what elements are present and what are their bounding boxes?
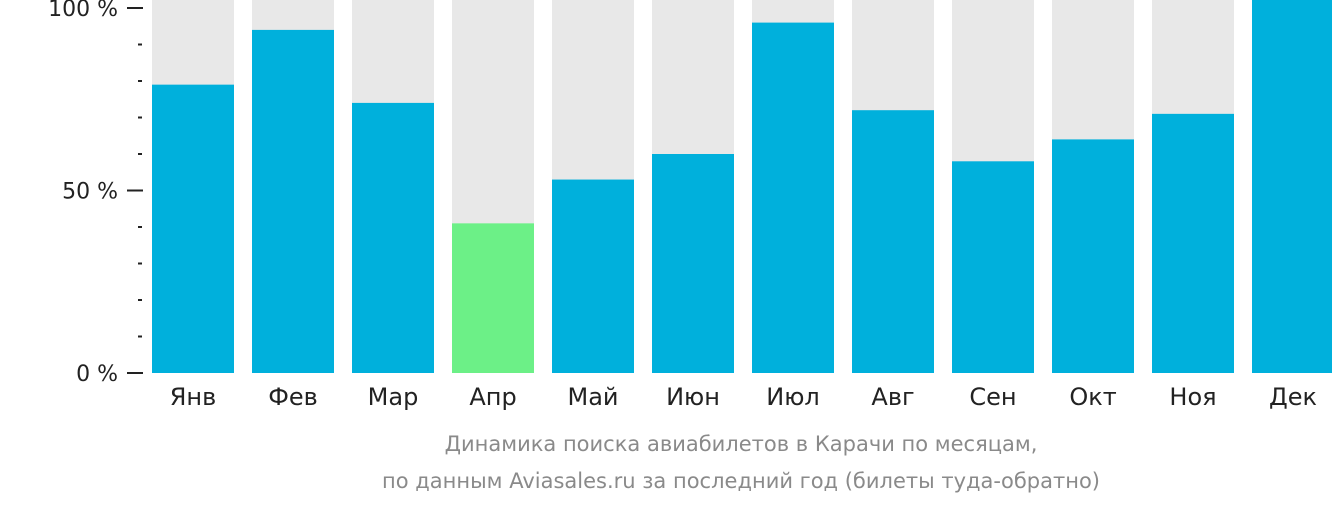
bar-3 xyxy=(352,102,434,374)
bars-layer xyxy=(152,0,1332,374)
bar-11 xyxy=(1152,113,1234,373)
bar-2 xyxy=(252,29,334,374)
bar-7 xyxy=(752,22,834,373)
x-tick-label: Июл xyxy=(766,383,820,411)
bar-6 xyxy=(652,154,734,373)
y-axis: 0 % 50 % 100 % xyxy=(48,0,143,387)
chart-caption-line-1: Динамика поиска авиабилетов в Карачи по … xyxy=(445,432,1038,456)
bar-5 xyxy=(552,179,634,373)
bar-10 xyxy=(1052,139,1134,373)
bar-12 xyxy=(1252,0,1332,373)
y-tick-label: 50 % xyxy=(62,180,118,205)
x-tick-label: Фев xyxy=(268,383,318,411)
bar-4 xyxy=(452,223,534,373)
x-tick-label: Сен xyxy=(969,383,1016,411)
bar-9 xyxy=(952,161,1034,373)
chart-caption-line-2: по данным Aviasales.ru за последний год … xyxy=(382,469,1100,493)
bar-8 xyxy=(852,110,934,373)
x-axis: Янв Фев Мар Апр Май Июн Июл Авг Сен Окт Ноя Дек xyxy=(170,383,1317,411)
x-tick-label: Июн xyxy=(666,383,720,411)
bar-1 xyxy=(152,84,234,374)
x-tick-label: Апр xyxy=(469,383,516,411)
x-tick-label: Ноя xyxy=(1169,383,1216,411)
x-tick-label: Окт xyxy=(1069,383,1116,411)
x-tick-label: Янв xyxy=(170,383,217,411)
x-tick-label: Дек xyxy=(1269,383,1317,411)
x-tick-label: Май xyxy=(567,383,618,411)
y-tick-label: 0 % xyxy=(76,362,118,387)
x-tick-label: Авг xyxy=(871,383,914,411)
y-tick-label: 100 % xyxy=(48,0,118,22)
x-tick-label: Мар xyxy=(368,383,419,411)
